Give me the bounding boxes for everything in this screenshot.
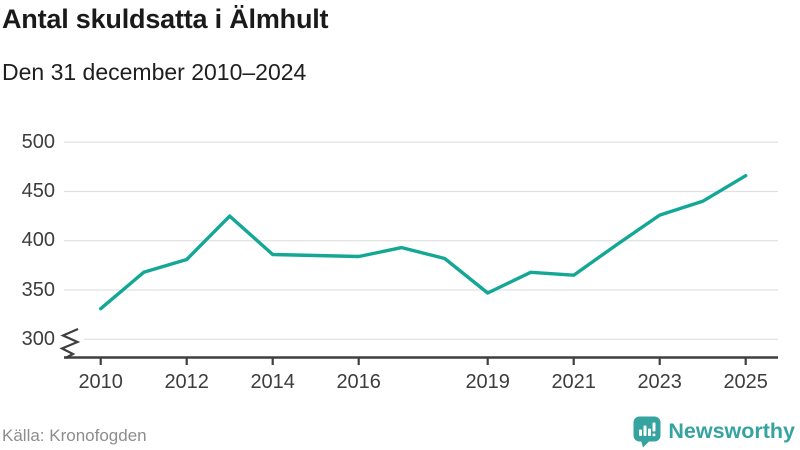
x-tick-label: 2025	[723, 371, 768, 393]
y-tick-label: 300	[21, 327, 55, 350]
series-line	[98, 173, 748, 311]
y-tick-label: 400	[21, 229, 55, 252]
x-tick-label: 2012	[164, 371, 209, 393]
x-tick-label: 2010	[78, 371, 123, 393]
x-tick-label: 2016	[336, 371, 381, 393]
newsworthy-logo-icon	[633, 416, 661, 448]
y-tick-label: 450	[21, 180, 55, 202]
gridlines	[64, 141, 778, 340]
x-tick-label: 2019	[465, 371, 510, 393]
axis-break-icon	[59, 327, 81, 359]
newsworthy-logo: Newsworthy	[633, 416, 795, 448]
x-axis-ticks	[99, 357, 747, 365]
chart-subtitle: Den 31 december 2010–2024	[2, 59, 307, 85]
x-tick-label: 2021	[551, 371, 596, 393]
y-tick-label: 350	[21, 278, 55, 301]
x-tick-label: 2023	[637, 371, 682, 393]
newsworthy-logo-text: Newsworthy	[668, 419, 795, 443]
source-note: Källa: Kronofogden	[2, 426, 147, 445]
chart-title: Antal skuldsatta i Älmhult	[2, 4, 329, 34]
x-tick-label: 2014	[250, 371, 295, 393]
y-tick-label: 500	[21, 130, 55, 153]
